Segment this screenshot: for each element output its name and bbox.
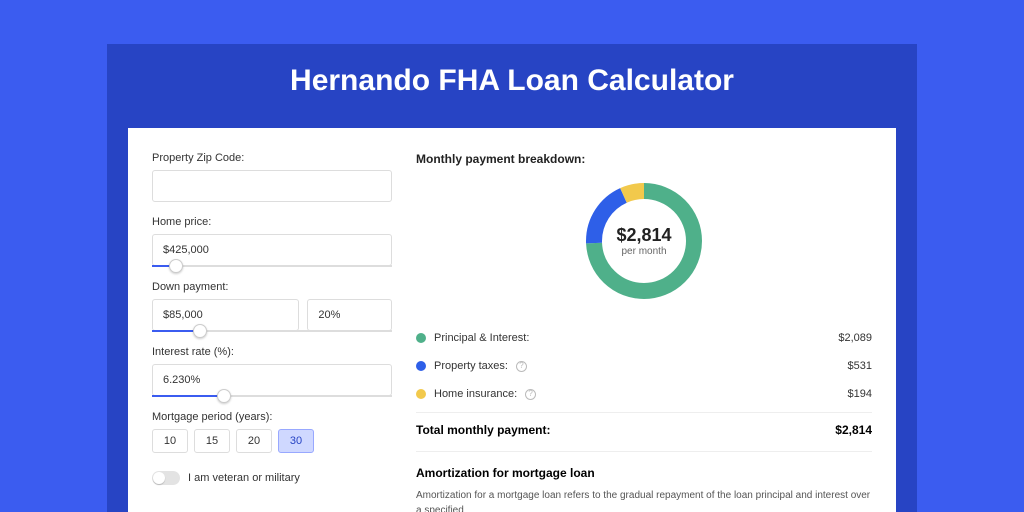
breakdown-value: $194	[848, 388, 872, 400]
legend-dot	[416, 333, 426, 343]
breakdown-label: Home insurance:	[434, 388, 517, 400]
breakdown-value: $2,089	[838, 332, 872, 344]
total-label: Total monthly payment:	[416, 423, 550, 437]
down-payment-group: Down payment:	[152, 281, 392, 332]
zip-label: Property Zip Code:	[152, 152, 392, 164]
period-option-15[interactable]: 15	[194, 429, 230, 453]
down-payment-percent-input[interactable]	[307, 299, 392, 331]
breakdown-row: Principal & Interest: $2,089	[416, 324, 872, 352]
home-price-group: Home price:	[152, 216, 392, 267]
period-option-10[interactable]: 10	[152, 429, 188, 453]
info-icon[interactable]: ?	[525, 389, 536, 400]
veteran-label: I am veteran or military	[188, 472, 300, 484]
slider-thumb[interactable]	[217, 389, 231, 403]
breakdown-value: $531	[848, 360, 872, 372]
breakdown-title: Monthly payment breakdown:	[416, 152, 872, 166]
breakdown-label: Property taxes:	[434, 360, 508, 372]
home-price-slider[interactable]	[152, 265, 392, 267]
interest-slider[interactable]	[152, 395, 392, 397]
zip-group: Property Zip Code:	[152, 152, 392, 202]
toggle-knob	[153, 472, 165, 484]
slider-thumb[interactable]	[193, 324, 207, 338]
slider-thumb[interactable]	[169, 259, 183, 273]
amortization-section: Amortization for mortgage loan Amortizat…	[416, 451, 872, 512]
breakdown-row: Property taxes:? $531	[416, 352, 872, 380]
info-icon[interactable]: ?	[516, 361, 527, 372]
breakdown-row: Home insurance:? $194	[416, 380, 872, 408]
period-option-30[interactable]: 30	[278, 429, 314, 453]
veteran-row: I am veteran or military	[152, 471, 392, 485]
down-payment-slider[interactable]	[152, 330, 392, 332]
veteran-toggle[interactable]	[152, 471, 180, 485]
calculator-card: Property Zip Code: Home price: Down paym…	[128, 128, 896, 512]
home-price-label: Home price:	[152, 216, 392, 228]
legend-dot	[416, 361, 426, 371]
down-payment-amount-input[interactable]	[152, 299, 299, 331]
total-value: $2,814	[835, 423, 872, 437]
form-column: Property Zip Code: Home price: Down paym…	[152, 152, 392, 488]
donut-sub: per month	[621, 246, 666, 257]
down-payment-label: Down payment:	[152, 281, 392, 293]
donut-chart-wrap: $2,814 per month	[416, 176, 872, 306]
donut-amount: $2,814	[616, 225, 671, 246]
total-row: Total monthly payment: $2,814	[416, 412, 872, 451]
period-label: Mortgage period (years):	[152, 411, 392, 423]
amortization-text: Amortization for a mortgage loan refers …	[416, 488, 872, 512]
home-price-input[interactable]	[152, 234, 392, 266]
legend-dot	[416, 389, 426, 399]
interest-input[interactable]	[152, 364, 392, 396]
interest-label: Interest rate (%):	[152, 346, 392, 358]
page-title: Hernando FHA Loan Calculator	[0, 64, 1024, 98]
amortization-title: Amortization for mortgage loan	[416, 466, 872, 480]
breakdown-column: Monthly payment breakdown: $2,814 per mo…	[416, 152, 872, 488]
interest-group: Interest rate (%):	[152, 346, 392, 397]
donut-chart: $2,814 per month	[579, 176, 709, 306]
donut-center: $2,814 per month	[579, 176, 709, 306]
zip-input[interactable]	[152, 170, 392, 202]
period-option-20[interactable]: 20	[236, 429, 272, 453]
period-group: Mortgage period (years): 10152030	[152, 411, 392, 453]
breakdown-label: Principal & Interest:	[434, 332, 529, 344]
